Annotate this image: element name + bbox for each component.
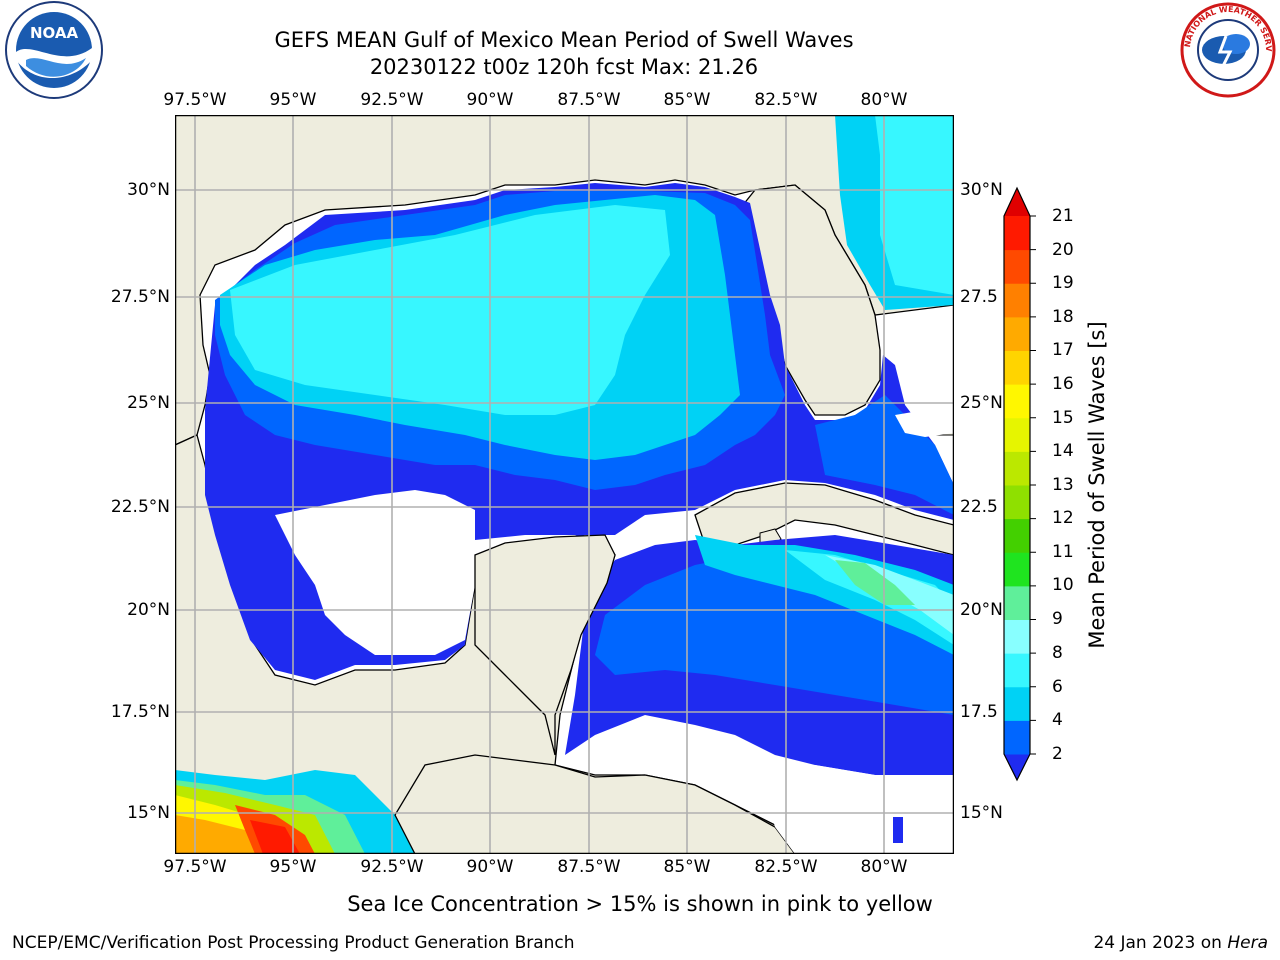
footer-machine: Hera xyxy=(1227,933,1268,953)
colorbar-tick: 20 xyxy=(1052,240,1074,260)
colorbar-swatch xyxy=(1004,720,1030,755)
colorbar-tick: 13 xyxy=(1052,475,1074,495)
lat-label-right: 17.5 xyxy=(960,702,998,722)
colorbar-tick: 6 xyxy=(1052,677,1063,697)
lat-label-right: 22.5 xyxy=(960,497,998,517)
lat-label-left: 25°N xyxy=(127,393,170,413)
noaa-logo: NOAA xyxy=(2,0,106,104)
lon-label-top: 95°W xyxy=(269,90,317,110)
lon-label-top: 80°W xyxy=(860,90,908,110)
map-canvas xyxy=(175,115,954,854)
lat-label-left: 30°N xyxy=(127,180,170,200)
lat-label-left: 17.5°N xyxy=(110,702,170,722)
map-title: GEFS MEAN Gulf of Mexico Mean Period of … xyxy=(274,28,854,52)
colorbar-swatch xyxy=(1004,384,1030,419)
colorbar-swatch xyxy=(1004,686,1030,721)
colorbar-tick: 8 xyxy=(1052,643,1063,663)
lon-label-top: 97.5°W xyxy=(163,90,227,110)
colorbar-graphic xyxy=(1003,186,1036,782)
lon-label-bottom: 97.5°W xyxy=(163,857,227,877)
lon-label-top: 90°W xyxy=(466,90,514,110)
lat-label-left: 22.5°N xyxy=(110,497,170,517)
nws-logo: NATIONAL WEATHER SERVICE xyxy=(1173,0,1280,104)
colorbar-swatch xyxy=(1004,451,1030,486)
colorbar-tick: 21 xyxy=(1052,206,1074,226)
colorbar-tick: 10 xyxy=(1052,575,1074,595)
colorbar-swatch xyxy=(1004,585,1030,620)
lon-label-bottom: 95°W xyxy=(269,857,317,877)
colorbar-swatch xyxy=(1004,249,1030,284)
colorbar-swatch xyxy=(1004,653,1030,688)
colorbar-swatch xyxy=(1004,518,1030,553)
lon-label-bottom: 82.5°W xyxy=(754,857,818,877)
lat-label-right: 15°N xyxy=(960,803,1003,823)
colorbar-tick: 16 xyxy=(1052,374,1074,394)
colorbar-tick: 15 xyxy=(1052,408,1074,428)
lon-label-bottom: 90°W xyxy=(466,857,514,877)
colorbar-extend-max xyxy=(1004,188,1030,216)
colorbar xyxy=(990,185,1050,785)
lon-label-top: 92.5°W xyxy=(360,90,424,110)
lat-label-right: 20°N xyxy=(960,600,1003,620)
colorbar-tick: 14 xyxy=(1052,441,1074,461)
colorbar-tick: 11 xyxy=(1052,542,1074,562)
lat-label-left: 15°N xyxy=(127,803,170,823)
colorbar-extend-min xyxy=(1004,754,1030,780)
lat-label-right: 25°N xyxy=(960,393,1003,413)
colorbar-swatch xyxy=(1004,350,1030,385)
colorbar-swatch xyxy=(1004,552,1030,587)
colorbar-swatch xyxy=(1004,619,1030,654)
colorbar-tick: 17 xyxy=(1052,340,1074,360)
footer-credit: NCEP/EMC/Verification Post Processing Pr… xyxy=(12,933,575,953)
colorbar-tick: 9 xyxy=(1052,609,1063,629)
colorbar-tick: 2 xyxy=(1052,744,1063,764)
colorbar-swatch xyxy=(1004,316,1030,351)
lat-label-left: 20°N xyxy=(127,600,170,620)
sea-ice-note: Sea Ice Concentration > 15% is shown in … xyxy=(0,892,1280,916)
noaa-logo-text: NOAA xyxy=(30,24,79,42)
land-overlay xyxy=(275,405,954,854)
lon-label-top: 82.5°W xyxy=(754,90,818,110)
map-subtitle: 20230122 t00z 120h fcst Max: 21.26 xyxy=(369,55,759,79)
colorbar-tick: 19 xyxy=(1052,273,1074,293)
lon-label-bottom: 85°W xyxy=(663,857,711,877)
lon-label-bottom: 80°W xyxy=(860,857,908,877)
footer-date: 24 Jan 2023 on Hera xyxy=(1093,933,1268,953)
colorbar-tick: 4 xyxy=(1052,710,1063,730)
colorbar-swatch xyxy=(1004,417,1030,452)
colorbar-swatch xyxy=(1004,216,1030,251)
colorbar-label: Mean Period of Swell Waves [s] xyxy=(1085,321,1109,649)
colorbar-swatch xyxy=(1004,283,1030,318)
lon-label-bottom: 87.5°W xyxy=(557,857,621,877)
colorbar-tick: 18 xyxy=(1052,307,1074,327)
lat-label-right: 27.5 xyxy=(960,287,998,307)
lat-label-right: 30°N xyxy=(960,180,1003,200)
colorbar-tick: 12 xyxy=(1052,508,1074,528)
graticule xyxy=(175,115,954,854)
sea-ice-note-text: Sea Ice Concentration > 15% is shown in … xyxy=(347,892,933,916)
lon-label-top: 87.5°W xyxy=(557,90,621,110)
lon-label-top: 85°W xyxy=(663,90,711,110)
map-panel[interactable] xyxy=(175,115,954,854)
lon-label-bottom: 92.5°W xyxy=(360,857,424,877)
colorbar-swatch xyxy=(1004,485,1030,520)
lat-label-left: 27.5°N xyxy=(110,287,170,307)
footer-date-text: 24 Jan 2023 on xyxy=(1093,933,1228,953)
